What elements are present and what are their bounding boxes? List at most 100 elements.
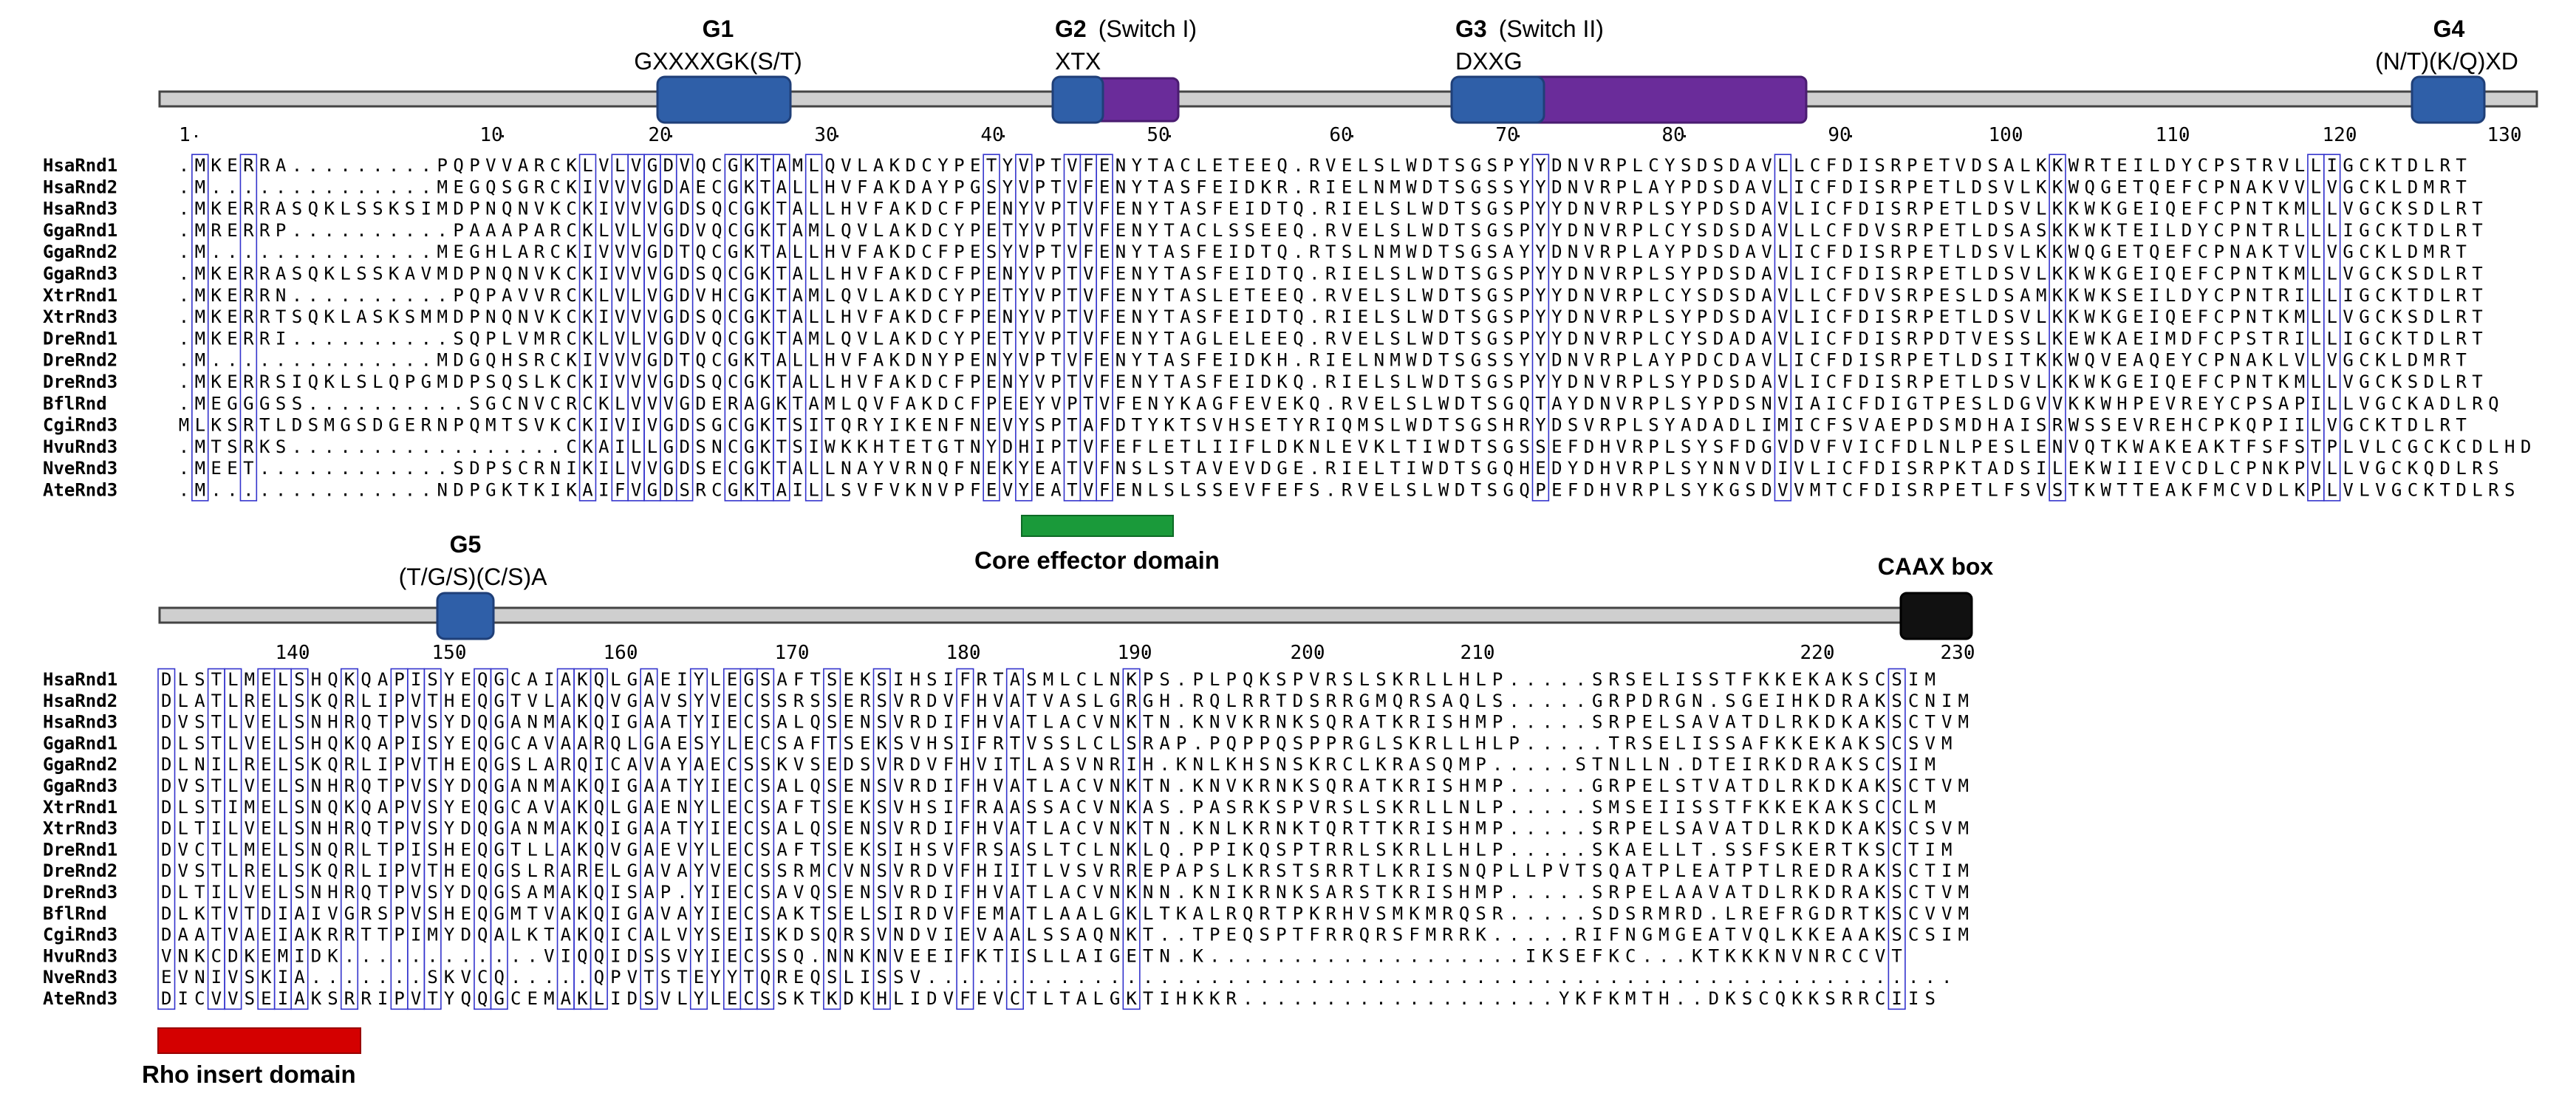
residue: K <box>1393 797 1404 818</box>
residue: D <box>2424 307 2434 327</box>
residue: L <box>808 264 819 284</box>
residue: A <box>660 776 672 796</box>
residue: . <box>960 967 970 987</box>
residue: V <box>893 691 903 711</box>
residue: S <box>926 839 937 860</box>
residue: T <box>377 776 388 796</box>
residue: K <box>2278 199 2289 219</box>
residue: A <box>660 754 672 775</box>
residue: R <box>1326 797 1337 818</box>
residue: G <box>518 177 528 197</box>
ruler-tick-dot <box>502 135 504 137</box>
residue: P <box>1907 415 1917 436</box>
residue: . <box>1243 945 1253 966</box>
residue: S <box>1858 669 1868 690</box>
residue: C <box>1625 945 1636 966</box>
residue: C <box>1093 733 1103 753</box>
residue: N <box>1584 199 1594 219</box>
residue: V <box>1083 220 1093 241</box>
residue: K <box>324 264 335 284</box>
residue: A <box>776 242 788 262</box>
residue: S <box>1874 177 1885 197</box>
residue: A <box>1143 797 1154 818</box>
residue: L <box>824 372 835 392</box>
residue: R <box>1342 860 1353 881</box>
residue: D <box>1584 480 1594 501</box>
residue: S <box>1519 437 1529 457</box>
residue: A <box>1551 393 1562 414</box>
residue: L <box>361 754 371 775</box>
residue: M <box>1924 754 1935 775</box>
residue: F <box>960 988 970 1009</box>
residue: C <box>1842 480 1853 501</box>
residue: S <box>827 691 837 711</box>
residue: P <box>1309 733 1319 753</box>
residue: . <box>1509 882 1519 903</box>
residue: T <box>1376 882 1386 903</box>
residue: S <box>827 776 837 796</box>
residue: D <box>261 903 271 924</box>
residue: F <box>1842 199 1853 219</box>
residue: N <box>1116 242 1126 262</box>
residue: . <box>1592 733 1602 753</box>
residue: T <box>1642 988 1653 1009</box>
residue: A <box>598 437 609 457</box>
residue: F <box>1196 242 1206 262</box>
residue: L <box>228 860 238 881</box>
residue: T <box>1026 776 1036 796</box>
residue: F <box>2198 328 2208 349</box>
residue: K <box>1293 882 1304 903</box>
residue: L <box>808 307 819 327</box>
residue: V <box>615 264 625 284</box>
residue: S <box>1697 285 1707 306</box>
residue: T <box>2472 264 2482 284</box>
residue: G <box>663 264 674 284</box>
residue: . <box>1309 199 1319 219</box>
residue: A <box>1196 458 1207 479</box>
residue: M <box>1393 903 1403 924</box>
residue: D <box>2165 155 2176 176</box>
residue: Y <box>1019 307 1030 327</box>
residue: H <box>910 839 920 860</box>
residue: E <box>1939 220 1950 241</box>
g3-feature <box>1450 75 1545 124</box>
residue: . <box>1426 945 1436 966</box>
residue: E <box>727 945 737 966</box>
residue: S <box>1132 458 1142 479</box>
residue: S <box>1729 372 1740 392</box>
core-effector-domain-label: Core effector domain <box>974 547 1220 574</box>
residue: S <box>356 372 366 392</box>
residue: A <box>776 480 788 501</box>
g2-label-line: G2 (Switch I) <box>1055 16 1197 42</box>
residue: D <box>161 925 171 945</box>
residue: V <box>2375 480 2385 501</box>
residue: M <box>2424 350 2434 371</box>
residue: E <box>977 903 987 924</box>
residue: A <box>889 328 901 349</box>
residue: P <box>1697 372 1707 392</box>
residue: L <box>610 797 621 818</box>
residue: D <box>161 691 171 711</box>
residue: V <box>660 860 671 881</box>
residue: Y <box>694 691 705 711</box>
residue: S <box>760 903 771 924</box>
residue: N <box>1132 480 1142 501</box>
ruler-tick-dot <box>195 135 197 137</box>
residue: . <box>1293 155 1303 176</box>
residue: . <box>179 458 189 479</box>
residue: C <box>2375 328 2385 349</box>
residue: P <box>1923 372 1933 392</box>
residue: V <box>1924 903 1935 924</box>
residue: G <box>1359 691 1370 711</box>
residue: K <box>2391 372 2402 392</box>
residue: V <box>228 988 238 1009</box>
residue: G <box>663 199 674 219</box>
residue: F <box>2246 437 2256 457</box>
residue: K <box>1192 818 1203 839</box>
residue: I <box>610 925 621 945</box>
residue: A <box>793 264 804 284</box>
residue: L <box>502 242 512 262</box>
residue: T <box>2262 285 2272 306</box>
residue: F <box>615 480 625 501</box>
residue: T <box>776 372 787 392</box>
